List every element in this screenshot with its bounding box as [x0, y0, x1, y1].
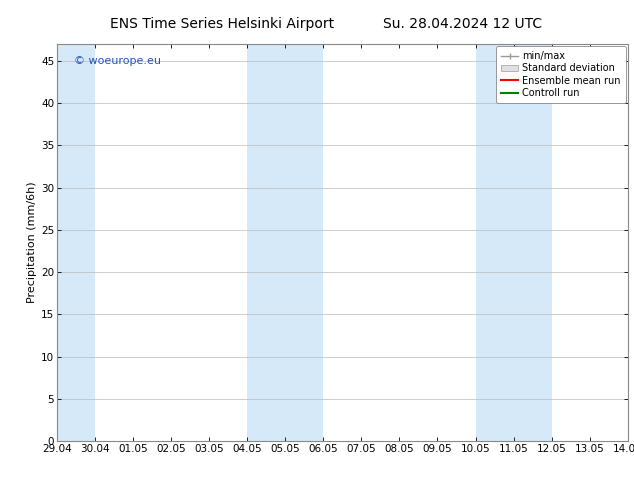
- Bar: [476, 44, 552, 441]
- Bar: [57, 44, 95, 441]
- Text: © woeurope.eu: © woeurope.eu: [74, 56, 161, 66]
- Legend: min/max, Standard deviation, Ensemble mean run, Controll run: min/max, Standard deviation, Ensemble me…: [496, 46, 626, 103]
- Bar: [247, 44, 323, 441]
- Y-axis label: Precipitation (mm/6h): Precipitation (mm/6h): [27, 182, 37, 303]
- Text: ENS Time Series Helsinki Airport: ENS Time Series Helsinki Airport: [110, 17, 334, 31]
- Text: Su. 28.04.2024 12 UTC: Su. 28.04.2024 12 UTC: [384, 17, 542, 31]
